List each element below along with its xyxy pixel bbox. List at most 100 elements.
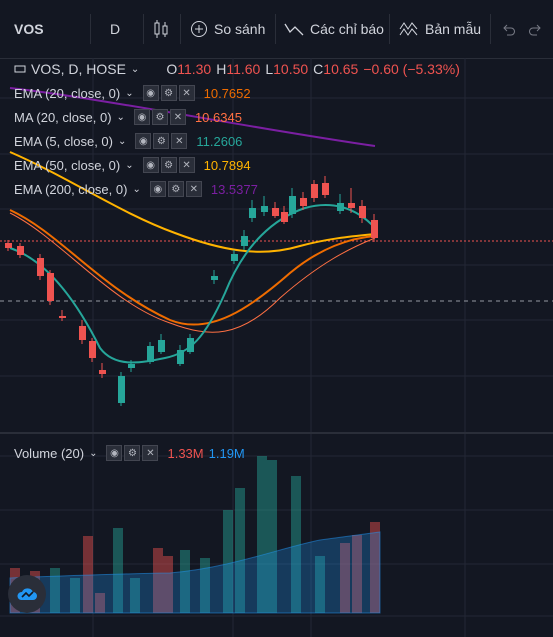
indicator-value: 10.7652 [203, 85, 251, 101]
indicator-label: EMA (200, close, 0) [14, 181, 128, 197]
indicators-button[interactable]: Các chỉ báo [284, 0, 384, 58]
chevron-down-icon[interactable]: ⌄ [116, 111, 125, 123]
volume-bar [257, 456, 267, 613]
volume-bar [163, 556, 173, 613]
volume-bar [370, 522, 380, 613]
gear-icon[interactable]: ⚙ [160, 157, 177, 173]
eye-icon[interactable]: ◉ [149, 181, 166, 197]
symbol-legend[interactable]: VOS, D, HOSE ⌄ O11.30 H11.60 L10.50 C10.… [14, 61, 460, 77]
candle-body [311, 184, 318, 198]
candle-body [211, 276, 218, 280]
close-label: C [313, 61, 324, 77]
symbol-search-button[interactable]: VOS [14, 0, 44, 58]
chevron-down-icon[interactable]: ⌄ [132, 183, 141, 195]
candle-body [47, 273, 54, 301]
close-icon[interactable]: ✕ [169, 109, 186, 125]
candle-body [231, 254, 238, 261]
volume-bar [200, 558, 210, 613]
redo-button[interactable] [528, 0, 544, 58]
indicator-label: EMA (5, close, 0) [14, 133, 113, 149]
candle-body [289, 196, 296, 214]
candle-body [89, 341, 96, 358]
toolbar-divider [275, 14, 276, 44]
close-icon[interactable]: ✕ [171, 133, 188, 149]
open-value: 11.30 [177, 61, 212, 77]
gear-icon[interactable]: ⚙ [160, 85, 177, 101]
gear-icon[interactable]: ⚙ [167, 181, 184, 197]
indicators-icon [284, 23, 304, 36]
series-title: VOS, D, HOSE [31, 61, 126, 77]
eye-icon[interactable]: ◉ [142, 85, 159, 101]
toolbar-divider [180, 14, 181, 44]
ma-20-line [9, 212, 376, 333]
volume-bar [340, 543, 350, 613]
price-chart[interactable] [0, 58, 553, 637]
high-value: 11.60 [226, 61, 261, 77]
candlestick-series [5, 176, 378, 406]
indicator-legend[interactable]: EMA (50, close, 0) ⌄ ◉ ⚙ ✕ 10.7894 [14, 157, 251, 173]
indicator-legend[interactable]: MA (20, close, 0) ⌄ ◉ ⚙ ✕ 10.6345 [14, 109, 242, 125]
volume-bar [70, 578, 80, 613]
ema-5-line [9, 204, 376, 364]
candle-body [99, 370, 106, 374]
chevron-down-icon[interactable]: ⌄ [125, 159, 134, 171]
low-value: 10.50 [273, 61, 309, 77]
candle-body [147, 346, 154, 362]
interval-button[interactable]: D [110, 0, 120, 58]
templates-icon [399, 22, 418, 36]
volume-title: Volume (20) [14, 445, 85, 461]
templates-button[interactable]: Bản mẫu [399, 0, 481, 58]
gear-icon[interactable]: ⚙ [153, 133, 170, 149]
gear-icon[interactable]: ⚙ [151, 109, 168, 125]
indicator-label: MA (20, close, 0) [14, 109, 112, 125]
candle-body [17, 246, 24, 255]
close-value: 10.65 [323, 61, 359, 77]
candle-body [79, 326, 86, 340]
collapse-icon [14, 65, 26, 73]
volume-legend[interactable]: Volume (20) ⌄ ◉ ⚙ ✕ 1.33M 1.19M [14, 445, 245, 461]
templates-label: Bản mẫu [425, 21, 482, 37]
eye-icon[interactable]: ◉ [133, 109, 150, 125]
indicator-legend[interactable]: EMA (200, close, 0) ⌄ ◉ ⚙ ✕ 13.5377 [14, 181, 258, 197]
candle-body [118, 376, 125, 403]
indicator-value: 11.2606 [196, 133, 243, 149]
volume-series [10, 456, 380, 613]
close-icon[interactable]: ✕ [142, 445, 159, 461]
candle-body [348, 203, 355, 208]
toolbar-divider [490, 14, 491, 44]
candle-body [128, 364, 135, 368]
chevron-down-icon[interactable]: ⌄ [117, 135, 127, 147]
indicator-legend[interactable]: EMA (20, close, 0) ⌄ ◉ ⚙ ✕ 10.7652 [14, 85, 251, 101]
chevron-down-icon[interactable]: ⌄ [125, 87, 134, 99]
chevron-down-icon[interactable]: ⌄ [89, 447, 98, 459]
volume-bar [130, 578, 140, 613]
cloud-icon [17, 588, 37, 600]
gear-icon[interactable]: ⚙ [124, 445, 141, 461]
candle-body [337, 203, 344, 211]
undo-button[interactable] [500, 0, 516, 58]
volume-bar [180, 550, 190, 613]
volume-value: 1.33M [167, 445, 204, 461]
redo-icon [529, 24, 541, 36]
candle-body [322, 183, 329, 195]
indicator-label: EMA (20, close, 0) [14, 85, 121, 101]
tradingview-logo[interactable] [8, 575, 46, 613]
volume-bar [83, 536, 93, 613]
candle-body [371, 220, 378, 238]
eye-icon[interactable]: ◉ [142, 157, 159, 173]
close-icon[interactable]: ✕ [178, 157, 195, 173]
close-icon[interactable]: ✕ [185, 181, 202, 197]
compare-button[interactable]: So sánh [190, 0, 265, 58]
eye-icon[interactable]: ◉ [106, 445, 123, 461]
candle-body [241, 236, 248, 246]
ema-20-line [9, 209, 376, 326]
change-value: −0.60 (−5.33%) [363, 61, 460, 77]
open-label: O [166, 61, 178, 77]
indicator-legend[interactable]: EMA (5, close, 0) ⌄ ◉ ⚙ ✕ 11.2606 [14, 133, 242, 149]
chart-type-button[interactable] [152, 0, 170, 58]
chevron-down-icon[interactable]: ⌄ [130, 63, 140, 75]
candle-body [177, 350, 184, 364]
candle-body [261, 206, 268, 212]
eye-icon[interactable]: ◉ [135, 133, 152, 149]
close-icon[interactable]: ✕ [178, 85, 195, 101]
